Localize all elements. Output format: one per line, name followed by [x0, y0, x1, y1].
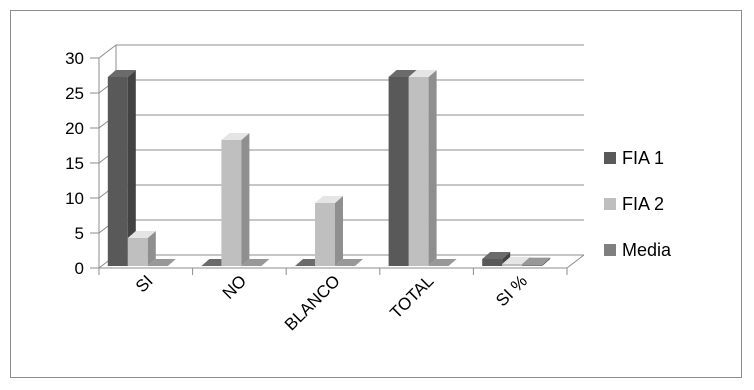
- x-tick-label: SI %: [492, 271, 531, 310]
- bar-top: [127, 231, 156, 238]
- bar-side: [428, 70, 437, 266]
- gridline-side: [98, 44, 117, 59]
- bar-front: [315, 203, 335, 266]
- x-tick-label: SI: [132, 271, 157, 296]
- bar-front: [127, 238, 148, 266]
- legend-label: Media: [622, 240, 672, 260]
- bar-side: [241, 133, 250, 266]
- bar-side: [542, 257, 551, 266]
- bar-top: [147, 259, 176, 266]
- legend-swatch: [604, 152, 616, 164]
- bar-top: [221, 133, 250, 140]
- bar-side: [127, 70, 136, 266]
- y-tick-label: 5: [75, 224, 84, 243]
- bar: [241, 259, 270, 266]
- bar-front: [221, 140, 242, 266]
- y-tick-label: 10: [65, 189, 84, 208]
- bar-front: [482, 259, 503, 266]
- legend-label: FIA 1: [622, 148, 664, 168]
- bar-front: [522, 264, 543, 266]
- bar-top: [428, 259, 457, 266]
- x-tick-label: BLANCO: [281, 271, 344, 334]
- bar: [408, 70, 437, 266]
- bar: [315, 196, 343, 266]
- y-tick-labels: 0 5 10 15 20 25 30: [65, 49, 84, 278]
- y-tick-label: 25: [65, 84, 84, 103]
- bar: [147, 259, 176, 266]
- floor-right-edge: [566, 254, 585, 269]
- legend-label: FIA 2: [622, 194, 664, 214]
- bar-top: [408, 70, 437, 77]
- x-tick-labels: SI NO BLANCO TOTAL SI %: [132, 271, 531, 334]
- bar: [428, 259, 457, 266]
- y-tick-label: 20: [65, 119, 84, 138]
- legend-swatch: [604, 244, 616, 256]
- y-tick-label: 30: [65, 49, 84, 68]
- legend: FIA 1 FIA 2 Media: [604, 148, 672, 260]
- bar-side: [147, 231, 156, 266]
- legend-swatch: [604, 198, 616, 210]
- x-tick-label: NO: [219, 271, 250, 302]
- bar-top: [315, 196, 343, 203]
- bar: [221, 133, 250, 266]
- bar: [335, 259, 363, 266]
- bar-front: [107, 77, 128, 266]
- bar-top: [388, 70, 417, 77]
- bar-top: [522, 257, 551, 265]
- bar: [107, 70, 136, 266]
- bar-side: [335, 196, 343, 266]
- bar: [127, 231, 156, 266]
- bar-top: [241, 259, 270, 266]
- bar-top: [482, 252, 511, 259]
- x-tick-label: TOTAL: [386, 271, 437, 322]
- bar-top: [107, 70, 136, 77]
- bars-layer: [107, 70, 551, 266]
- y-tick-label: 15: [65, 154, 84, 173]
- bar-front: [502, 263, 523, 266]
- bar: [522, 257, 551, 266]
- bar-front: [408, 77, 429, 266]
- y-tick-label: 0: [75, 259, 84, 278]
- bar-top: [502, 256, 531, 264]
- bar-front: [388, 77, 409, 266]
- bar-top: [335, 259, 363, 266]
